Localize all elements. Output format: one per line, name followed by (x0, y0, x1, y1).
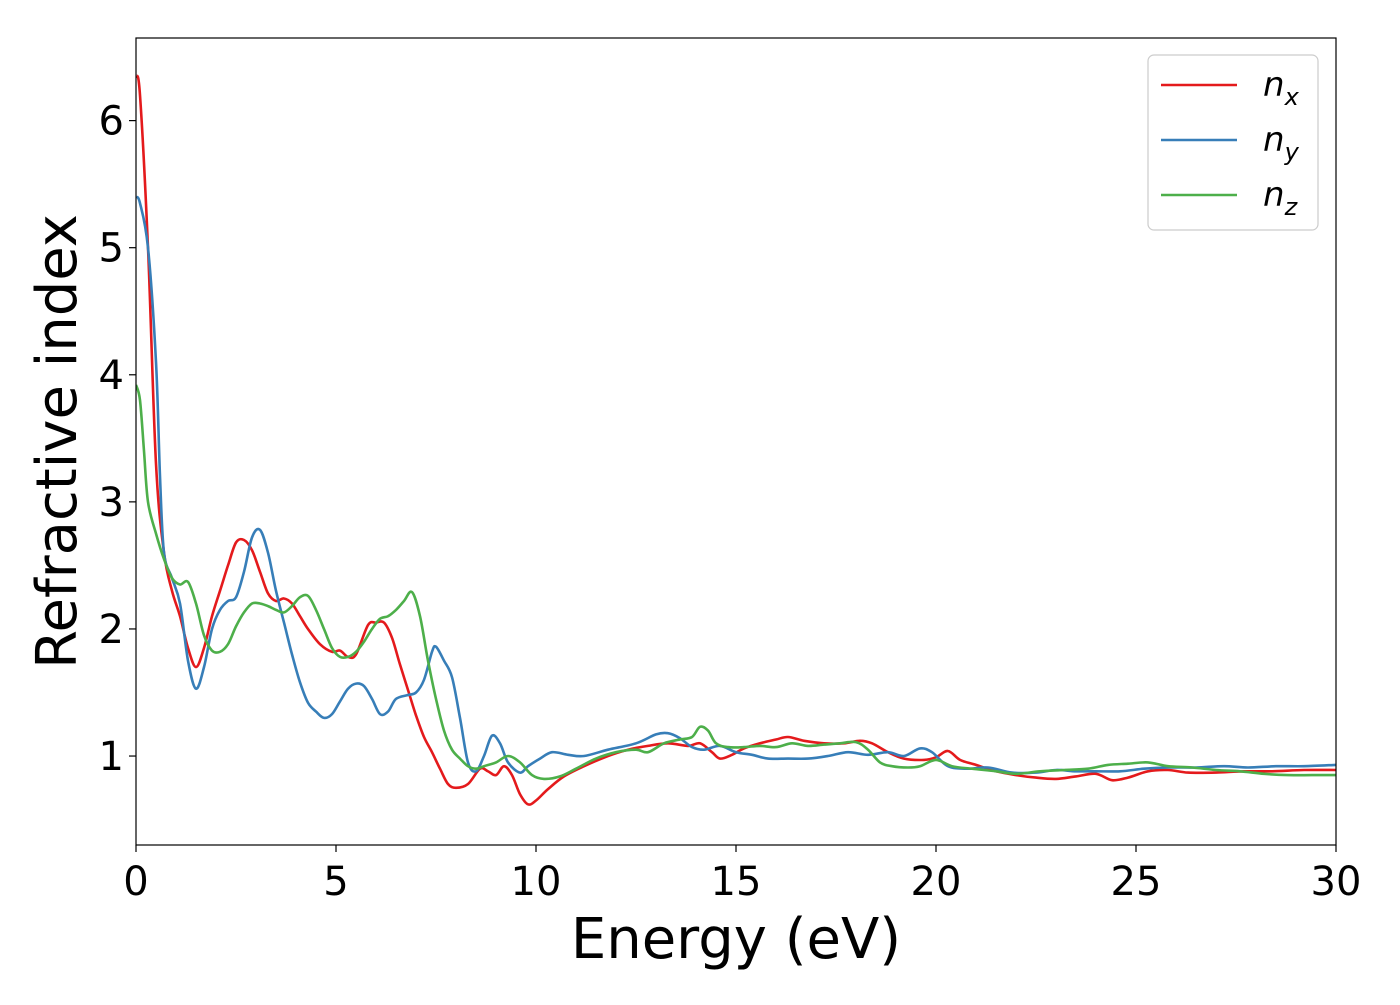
y-tick-label: 6 (99, 99, 124, 145)
x-tick-label: 10 (511, 859, 562, 905)
y-tick-label: 2 (99, 607, 124, 653)
y-tick-label: 1 (99, 734, 124, 780)
y-tick-label: 5 (99, 226, 124, 272)
x-tick-label: 5 (323, 859, 348, 905)
x-tick-label: 15 (711, 859, 762, 905)
series-line-nz (136, 384, 1336, 781)
x-axis-label: Energy (eV) (571, 907, 901, 972)
x-tick-label: 25 (1111, 859, 1162, 905)
x-tick-label: 30 (1311, 859, 1362, 905)
legend-box (1147, 54, 1319, 231)
y-tick-label: 3 (99, 480, 124, 526)
y-axis-label: Refractive index (25, 214, 90, 669)
x-axis-ticks: 0 5 10 15 20 25 30 (123, 845, 1361, 905)
y-tick-label: 4 (99, 353, 124, 399)
x-tick-label: 20 (911, 859, 962, 905)
x-tick-label: 0 (123, 859, 148, 905)
y-axis-ticks: 1 2 3 4 5 6 (99, 99, 136, 780)
series-line-ny (136, 195, 1336, 775)
series-layer (136, 74, 1336, 806)
